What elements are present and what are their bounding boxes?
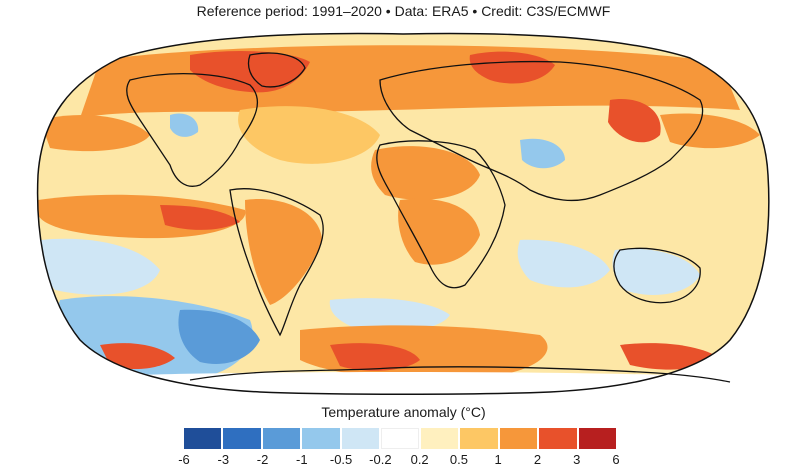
north-pacific-east-warm <box>660 113 760 149</box>
coastlines <box>126 52 731 383</box>
africa-coast <box>376 140 506 289</box>
central-africa-warm <box>398 198 480 265</box>
legend-swatch <box>460 428 498 449</box>
central-asia-cool <box>520 138 565 169</box>
legend-tick-label: -1 <box>296 452 308 467</box>
north-pacific-cool <box>39 238 160 295</box>
australia-cool <box>612 248 700 295</box>
sahara-warm <box>371 146 480 200</box>
credit-line: Reference period: 1991–2020 • Data: ERA5… <box>196 3 611 19</box>
legend-ticks: -6 -3 -2 -1 -0.5 -0.2 0.2 0.5 1 2 3 6 <box>0 452 807 468</box>
legend-tick-label: -0.5 <box>329 452 353 467</box>
south-america-warm <box>245 199 322 305</box>
europe-asia-coast <box>379 60 704 202</box>
legend-swatch <box>223 428 261 449</box>
legend-tick-label: -2 <box>256 452 269 467</box>
tropical-pacific-core <box>160 205 240 230</box>
legend-tick-label: 2 <box>533 452 542 467</box>
indian-ocean-cool <box>517 239 610 288</box>
antarctica-neutral <box>60 372 750 395</box>
legend-swatch <box>539 428 577 449</box>
north-pacific-warm <box>40 115 150 152</box>
legend-tick-label: -6 <box>178 452 190 467</box>
legend-swatch <box>499 428 538 449</box>
north-atlantic-warm <box>238 106 380 164</box>
south-america-coast <box>229 188 324 337</box>
north-america-cool <box>170 113 199 137</box>
greenland-coast <box>247 52 306 88</box>
legend-swatch <box>302 428 340 449</box>
antarctic-coast-hot <box>330 343 420 371</box>
southeast-pacific-cool-core <box>178 309 260 364</box>
south-atlantic-cool <box>329 298 450 332</box>
legend-color-bar <box>184 428 616 449</box>
legend-tick-label: 0.2 <box>410 452 429 467</box>
legend-tick-label: 6 <box>612 452 620 467</box>
legend-tick-label: -0.2 <box>369 452 392 467</box>
antarctic-west-hot <box>100 343 175 370</box>
legend-tick-label: 1 <box>494 452 502 467</box>
east-asia-hot-spot <box>608 99 661 143</box>
antarctica-coast <box>189 366 731 383</box>
legend-swatch <box>381 428 419 449</box>
globe-outline <box>36 32 770 395</box>
legend-swatch <box>341 428 380 449</box>
legend-swatch <box>184 428 222 449</box>
north-america-coast <box>126 73 259 187</box>
legend-swatch <box>578 428 616 449</box>
legend-tick-label: 0.5 <box>449 452 468 467</box>
australia-coast <box>613 247 701 304</box>
legend-swatch <box>420 428 459 449</box>
legend-tick-label: 3 <box>573 452 581 467</box>
legend-tick-label: -3 <box>217 452 230 467</box>
legend-title: Temperature anomaly (°C) <box>321 404 486 420</box>
legend-swatch <box>262 428 301 449</box>
siberia-hot-spot <box>469 51 555 84</box>
